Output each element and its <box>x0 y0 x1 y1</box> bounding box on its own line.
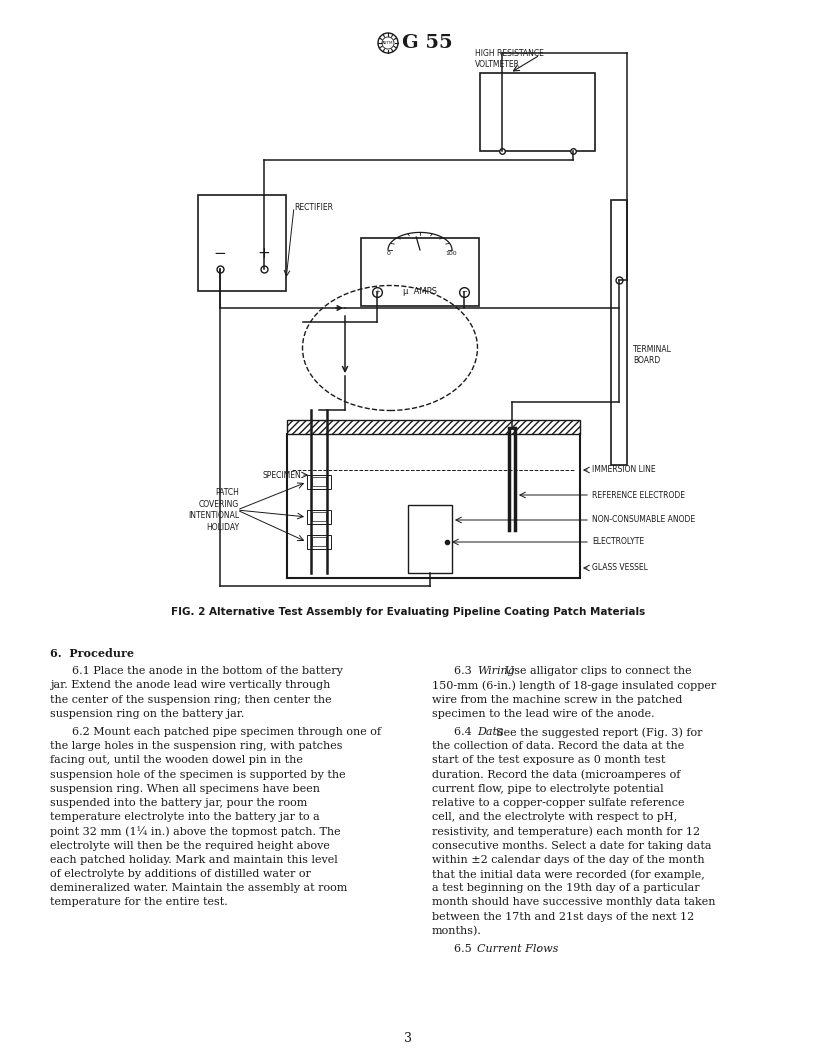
Text: within ±2 calendar days of the day of the month: within ±2 calendar days of the day of th… <box>432 854 705 865</box>
Text: a test beginning on the 19th day of a particular: a test beginning on the 19th day of a pa… <box>432 883 699 893</box>
Text: resistivity, and temperature) each month for 12: resistivity, and temperature) each month… <box>432 827 700 837</box>
Bar <box>307 535 331 549</box>
Text: wire from the machine screw in the patched: wire from the machine screw in the patch… <box>432 695 682 704</box>
Text: 6.1 Place the anode in the bottom of the battery: 6.1 Place the anode in the bottom of the… <box>72 666 343 676</box>
Text: 6.  Procedure: 6. Procedure <box>50 648 134 659</box>
Text: IMMERSION LINE: IMMERSION LINE <box>592 466 655 474</box>
Bar <box>611 200 627 465</box>
Text: 6.5: 6.5 <box>454 944 479 954</box>
Text: facing out, until the wooden dowel pin in the: facing out, until the wooden dowel pin i… <box>50 755 303 766</box>
Text: jar. Extend the anode lead wire vertically through: jar. Extend the anode lead wire vertical… <box>50 680 330 691</box>
Text: G 55: G 55 <box>402 34 453 52</box>
Bar <box>198 195 286 291</box>
Bar <box>287 420 580 434</box>
Text: REFERENCE ELECTRODE: REFERENCE ELECTRODE <box>592 490 685 499</box>
Text: 6.2 Mount each patched pipe specimen through one of: 6.2 Mount each patched pipe specimen thr… <box>72 727 381 737</box>
Text: Wiring: Wiring <box>477 666 515 676</box>
Text: 0: 0 <box>387 251 391 256</box>
Text: 3: 3 <box>404 1032 412 1044</box>
Text: TERMINAL
BOARD: TERMINAL BOARD <box>633 345 672 365</box>
Text: 6.4: 6.4 <box>454 727 479 737</box>
Text: months).: months). <box>432 926 482 936</box>
Text: RECTIFIER: RECTIFIER <box>294 203 333 211</box>
Text: electrolyte will then be the required height above: electrolyte will then be the required he… <box>50 841 330 850</box>
Text: between the 17th and 21st days of the next 12: between the 17th and 21st days of the ne… <box>432 911 694 922</box>
Text: specimen to the lead wire of the anode.: specimen to the lead wire of the anode. <box>432 709 654 719</box>
Text: the center of the suspension ring; then center the: the center of the suspension ring; then … <box>50 695 331 704</box>
Text: NON-CONSUMABLE ANODE: NON-CONSUMABLE ANODE <box>592 515 695 525</box>
Text: current flow, pipe to electrolyte potential: current flow, pipe to electrolyte potent… <box>432 784 663 794</box>
Text: demineralized water. Maintain the assembly at room: demineralized water. Maintain the assemb… <box>50 883 348 893</box>
Bar <box>480 73 595 151</box>
Text: the large holes in the suspension ring, with patches: the large holes in the suspension ring, … <box>50 741 343 751</box>
Text: ASTM: ASTM <box>382 41 394 45</box>
Text: μ  AMPS: μ AMPS <box>403 287 437 297</box>
Text: Data: Data <box>477 727 503 737</box>
Text: ELECTROLYTE: ELECTROLYTE <box>592 538 644 547</box>
Text: of electrolyte by additions of distilled water or: of electrolyte by additions of distilled… <box>50 869 311 879</box>
Text: the collection of data. Record the data at the: the collection of data. Record the data … <box>432 741 685 751</box>
Bar <box>408 505 452 573</box>
Text: −: − <box>461 289 467 295</box>
Bar <box>307 475 331 489</box>
Text: HIGH RESISTANCE
VOLTMETER: HIGH RESISTANCE VOLTMETER <box>475 49 544 69</box>
Text: consecutive months. Select a date for taking data: consecutive months. Select a date for ta… <box>432 841 712 850</box>
Text: +: + <box>258 245 270 261</box>
Text: suspension ring on the battery jar.: suspension ring on the battery jar. <box>50 709 244 719</box>
Text: point 32 mm (1¼ in.) above the topmost patch. The: point 32 mm (1¼ in.) above the topmost p… <box>50 827 340 837</box>
Text: temperature electrolyte into the battery jar to a: temperature electrolyte into the battery… <box>50 812 320 823</box>
Text: that the initial data were recorded (for example,: that the initial data were recorded (for… <box>432 869 705 880</box>
Text: FIG. 2 Alternative Test Assembly for Evaluating Pipeline Coating Patch Materials: FIG. 2 Alternative Test Assembly for Eva… <box>171 607 645 617</box>
Text: temperature for the entire test.: temperature for the entire test. <box>50 898 228 907</box>
Text: relative to a copper-copper sulfate reference: relative to a copper-copper sulfate refe… <box>432 798 685 808</box>
Text: 150-mm (6-in.) length of 18-gage insulated copper: 150-mm (6-in.) length of 18-gage insulat… <box>432 680 716 691</box>
Text: +: + <box>374 289 380 295</box>
Text: 100: 100 <box>446 251 457 256</box>
Text: suspension hole of the specimen is supported by the: suspension hole of the specimen is suppo… <box>50 770 346 779</box>
Text: Use alligator clips to connect the: Use alligator clips to connect the <box>505 666 691 676</box>
Text: 6.3: 6.3 <box>454 666 479 676</box>
Text: GLASS VESSEL: GLASS VESSEL <box>592 564 648 572</box>
Bar <box>312 538 326 546</box>
Text: suspended into the battery jar, pour the room: suspended into the battery jar, pour the… <box>50 798 308 808</box>
Text: Current Flows: Current Flows <box>477 944 558 954</box>
Text: duration. Record the data (microamperes of: duration. Record the data (microamperes … <box>432 770 681 780</box>
Text: start of the test exposure as 0 month test: start of the test exposure as 0 month te… <box>432 755 665 766</box>
Text: −: − <box>214 245 226 261</box>
Text: suspension ring. When all specimens have been: suspension ring. When all specimens have… <box>50 784 320 794</box>
Text: PATCH
COVERING
INTENTIONAL
HOLIDAY: PATCH COVERING INTENTIONAL HOLIDAY <box>188 488 239 532</box>
Text: SPECIMEN: SPECIMEN <box>262 471 301 479</box>
Bar <box>307 510 331 524</box>
Text: month should have successive monthly data taken: month should have successive monthly dat… <box>432 898 716 907</box>
Bar <box>312 477 326 486</box>
Text: See the suggested report (Fig. 3) for: See the suggested report (Fig. 3) for <box>495 727 702 737</box>
Text: cell, and the electrolyte with respect to pH,: cell, and the electrolyte with respect t… <box>432 812 677 823</box>
Text: each patched holiday. Mark and maintain this level: each patched holiday. Mark and maintain … <box>50 854 338 865</box>
Text: :: : <box>537 944 541 954</box>
Bar <box>361 238 479 306</box>
Bar <box>312 512 326 521</box>
